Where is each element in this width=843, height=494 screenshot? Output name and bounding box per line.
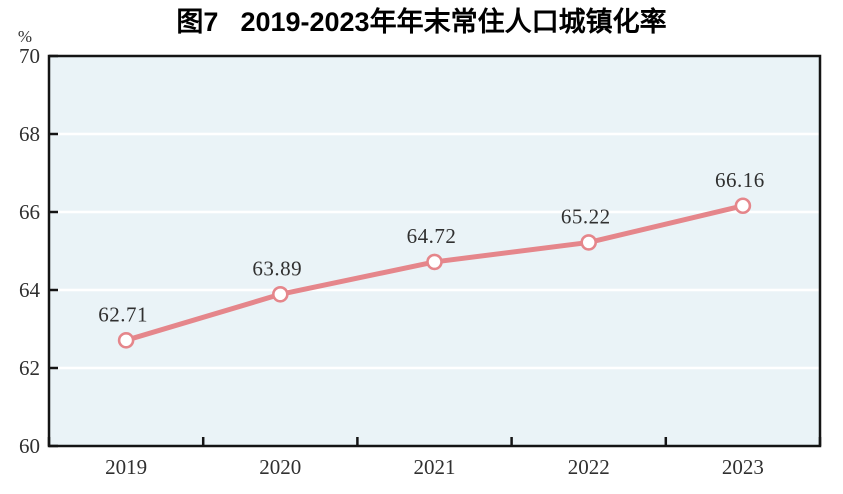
y-axis-unit-label: % bbox=[18, 27, 32, 46]
x-axis-label: 2020 bbox=[259, 455, 301, 479]
data-point-label: 66.16 bbox=[715, 168, 765, 192]
data-point-marker bbox=[426, 253, 443, 271]
figure-number: 图7 bbox=[176, 7, 219, 37]
data-point-label: 62.71 bbox=[98, 302, 148, 326]
data-point-marker bbox=[734, 197, 752, 215]
data-point-marker bbox=[271, 285, 289, 303]
data-point-label: 65.22 bbox=[561, 204, 611, 228]
plot-area bbox=[49, 56, 820, 446]
y-axis-label: 60 bbox=[19, 434, 40, 458]
chart-title: 图7 2019-2023年年末常住人口城镇化率 bbox=[0, 6, 843, 38]
y-axis-label: 62 bbox=[19, 356, 40, 380]
y-axis-label: 68 bbox=[19, 122, 40, 146]
x-axis-label: 2023 bbox=[722, 455, 764, 479]
plot-border bbox=[47, 54, 822, 448]
data-point-label: 63.89 bbox=[252, 256, 302, 280]
x-axis-label: 2019 bbox=[105, 455, 147, 479]
data-point-marker bbox=[580, 234, 598, 251]
data-point-label: 64.72 bbox=[407, 224, 457, 248]
figure-title-text: 2019-2023年年末常住人口城镇化率 bbox=[240, 7, 667, 37]
x-axis-label: 2021 bbox=[414, 455, 456, 479]
y-axis-label: 70 bbox=[19, 44, 40, 68]
y-axis-label: 64 bbox=[19, 278, 41, 302]
y-axis-label: 66 bbox=[19, 200, 40, 224]
data-point-marker bbox=[117, 332, 135, 349]
x-axis-label: 2022 bbox=[568, 455, 610, 479]
